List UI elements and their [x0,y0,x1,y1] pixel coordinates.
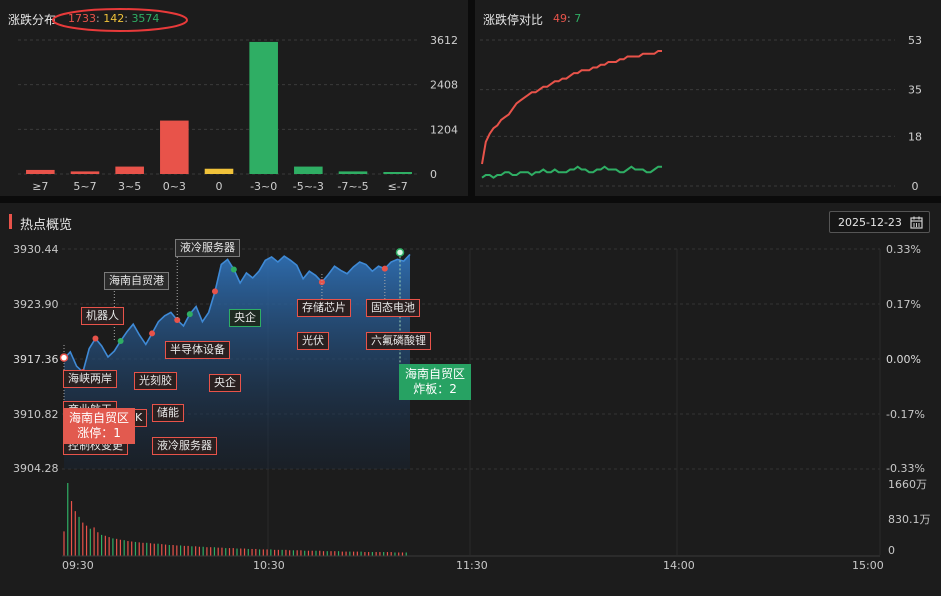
distribution-highlight-ellipse [52,8,188,32]
dist-xtick: ≤-7 [388,180,408,193]
event-marker-dot [174,316,181,323]
event-marker-dot [318,279,325,286]
limit-title: 涨跌停对比 [483,13,544,27]
start-point-marker [59,353,69,362]
dist-ytick: 2408 [430,79,458,92]
event-marker-dot [230,266,237,273]
date-value: 2025-12-23 [838,216,902,229]
calendar-icon [910,216,923,229]
tag-photoresist[interactable]: 光刻胶 [134,372,177,390]
limit-series-line [481,165,662,179]
limit-ytick: 35 [908,84,922,97]
vol-tick-0: 1660万 [888,478,927,491]
event-marker-dot [149,330,156,337]
dist-xtick: 0 [216,180,223,193]
tag-liquid-cooling-server-2[interactable]: 液冷服务器 [152,437,217,455]
tag-liquid-cooling-server[interactable]: 液冷服务器 [175,239,240,257]
limit-break-popup-count: 炸板：2 [413,382,457,396]
limit-line-chart: 53 35 18 0 [480,34,922,193]
dist-bar [26,169,55,174]
ytick-right-3: -0.17% [886,408,925,421]
dist-bar [115,166,144,174]
distribution-bar-chart: 3612 2408 1204 0 ≥7 5~7 3~5 0~3 0 -3~0 -5~-3 -7~-5 ≤… [18,34,458,193]
event-marker-dot [92,335,99,342]
limit-up-popup-count: 涨停：1 [77,426,121,440]
tag-central-soe-green[interactable]: 央企 [229,309,261,327]
limit-counts: 49: 7 [553,12,582,25]
vol-tick-2: 0 [888,544,895,557]
dist-bar [160,120,189,174]
ytick-left-4: 3904.28 [13,462,59,475]
dist-bar [383,172,412,174]
dist-bar [294,166,323,174]
limit-up-count: 49 [553,12,567,25]
limit-ytick: 53 [908,34,922,47]
dist-bar [249,41,278,175]
time-tick-3: 14:00 [663,559,695,572]
limit-panel: 涨跌停对比 49: 7 53 35 18 0 [475,0,941,196]
limit-break-popup[interactable]: 海南自贸区 炸板：2 [399,364,472,400]
dist-xtick: 3~5 [118,180,141,193]
dist-ytick: 3612 [430,34,458,47]
tag-solid-state-battery[interactable]: 固态电池 [366,299,420,317]
dist-xtick: -3~0 [250,180,277,193]
tag-cross-strait[interactable]: 海峡两岸 [63,370,117,388]
event-marker-dot [211,288,218,295]
time-tick-2: 11:30 [456,559,488,572]
ytick-left-1: 3923.90 [13,298,59,311]
vol-tick-1: 830.1万 [888,513,931,526]
tag-photovoltaic[interactable]: 光伏 [297,332,329,350]
dist-bar [338,171,368,174]
ytick-left-0: 3930.44 [13,243,59,256]
tag-energy-storage[interactable]: 储能 [152,404,184,422]
limit-break-popup-title: 海南自贸区 [405,367,466,381]
limit-down-count: 7 [574,12,582,25]
ytick-right-4: -0.33% [886,462,925,475]
dist-ytick: 1204 [430,123,458,136]
distribution-counts: 1733: 142: 3574 [68,12,160,25]
ytick-right-1: 0.17% [886,298,921,311]
limit-up-popup[interactable]: 海南自贸区 涨停：1 [63,408,136,444]
dist-xtick: ≥7 [32,180,48,193]
dist-xtick: 5~7 [73,180,96,193]
dist-bar [70,171,100,174]
dist-xtick: -7~-5 [337,180,368,193]
event-marker-dot [186,311,193,318]
ytick-right-2: 0.00% [886,353,921,366]
limit-up-popup-title: 海南自贸区 [69,411,130,425]
time-tick-4: 15:00 [852,559,884,572]
tag-semiconductor-equipment[interactable]: 半导体设备 [165,341,230,359]
up-count: 1733 [68,12,96,25]
down-count: 3574 [131,12,160,25]
dist-bar [204,168,234,174]
tag-lithium-hexafluorophosphate[interactable]: 六氟磷酸锂 [366,332,431,350]
time-tick-1: 10:30 [253,559,285,572]
tag-hainan-ftz-port[interactable]: 海南自贸港 [104,272,169,290]
flat-count: 142 [103,12,125,25]
tag-central-soe[interactable]: 央企 [209,374,241,392]
hotspot-title-marker [9,214,12,229]
tag-storage-chip[interactable]: 存储芯片 [297,299,351,317]
limit-ytick: 0 [912,180,919,193]
ytick-left-2: 3917.36 [13,353,59,366]
tag-robot[interactable]: 机器人 [81,307,124,325]
distribution-panel: 涨跌分布 1733: 142: 3574 3612 2408 1204 0 ≥7 5~7 3… [0,0,468,196]
end-point-marker [395,248,405,257]
dist-xtick: -5~-3 [293,180,324,193]
limit-ytick: 18 [908,130,922,143]
ytick-left-3: 3910.82 [13,408,59,421]
dist-xtick: 0~3 [163,180,186,193]
time-tick-0: 09:30 [62,559,94,572]
date-picker[interactable]: 2025-12-23 [829,211,930,233]
dist-ytick: 0 [430,168,437,181]
hotspot-title: 热点概览 [20,218,73,233]
limit-series-line [481,50,662,165]
ytick-right-0: 0.33% [886,243,921,256]
event-marker-dot [381,265,388,272]
distribution-title: 涨跌分布 [8,13,57,27]
event-marker-dot [117,338,124,345]
